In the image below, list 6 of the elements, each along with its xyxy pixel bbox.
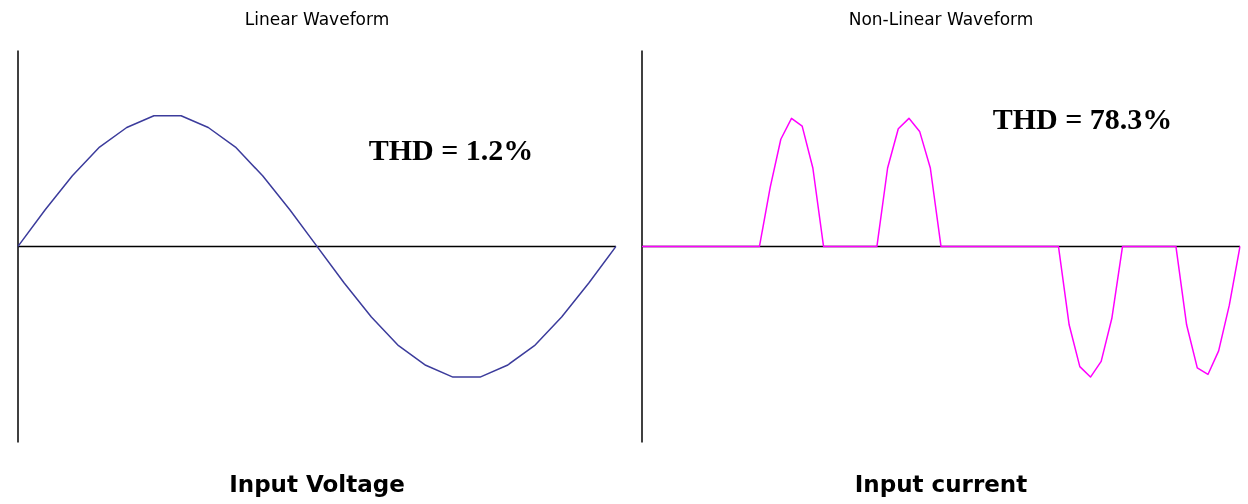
x-axis-title: Input Voltage [229,471,405,498]
annotation: THD = 1.2% [368,133,534,167]
x-axis-title: Input current [854,471,1028,498]
chart-title: Non-Linear Waveform [848,8,1034,29]
annotation: THD = 78.3% [992,101,1173,135]
chart-title: Linear Waveform [244,8,390,29]
